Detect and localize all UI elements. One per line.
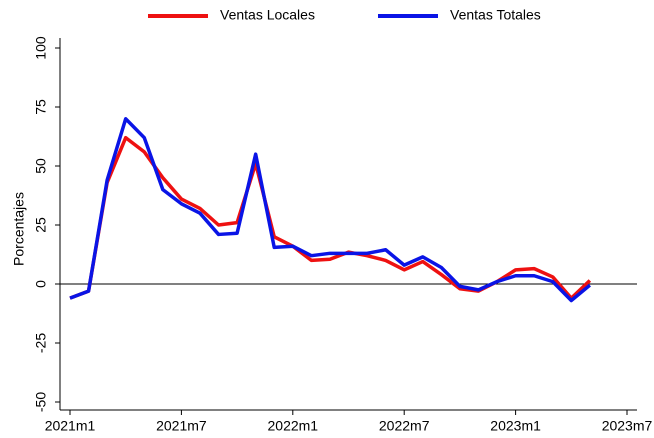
y-tick-label: 0 <box>33 280 49 288</box>
y-tick-label: 75 <box>33 99 49 115</box>
x-tick-label: 2022m1 <box>268 418 319 434</box>
y-axis-label: Porcentajes <box>11 192 27 266</box>
y-tick-label: -25 <box>33 333 49 353</box>
y-tick-label: -50 <box>33 392 49 412</box>
y-tick-label: 25 <box>33 217 49 233</box>
series-line <box>69 117 591 303</box>
y-tick-label: 50 <box>33 158 49 174</box>
x-tick-label: 2022m7 <box>379 418 430 434</box>
legend-label: Ventas Locales <box>220 7 315 23</box>
x-tick-label: 2023m1 <box>490 418 541 434</box>
x-tick-label: 2023m7 <box>602 418 653 434</box>
legend-label: Ventas Totales <box>450 7 541 23</box>
x-tick-label: 2021m1 <box>45 418 96 434</box>
series-line <box>69 135 592 300</box>
y-tick-label: 100 <box>33 36 49 60</box>
x-tick-label: 2021m7 <box>156 418 207 434</box>
